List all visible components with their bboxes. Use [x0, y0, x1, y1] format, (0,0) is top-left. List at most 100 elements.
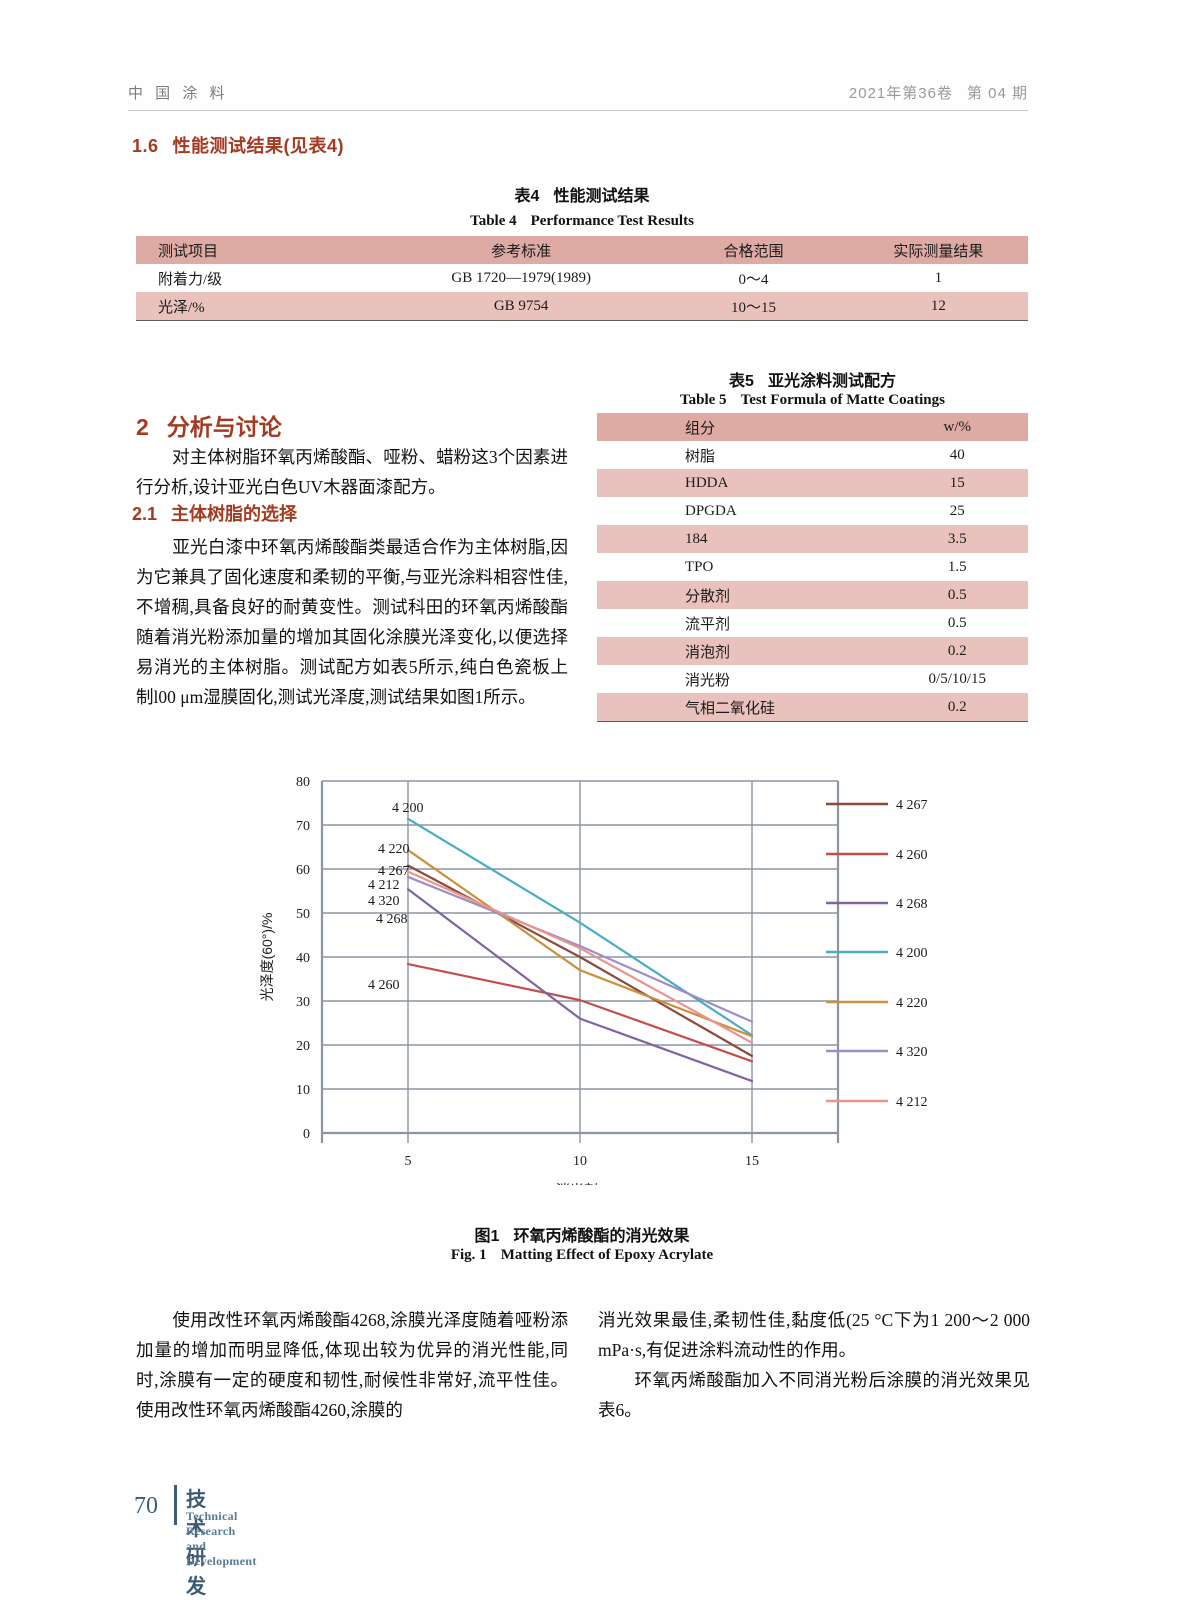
table5: 组分 w/% 树脂 40 HDDA 15 DPGDA 25 184 3.5 TPO 1.5…: [597, 413, 1028, 721]
table5-r8-c1: 0/5/10/15: [886, 665, 1028, 693]
legend-item-4320: 4 320: [826, 1045, 928, 1060]
table4-col-3: 实际测量结果: [848, 236, 1028, 264]
table5-r3-c1: 3.5: [886, 525, 1028, 553]
table5-r8-c0: 消光粉: [597, 665, 887, 693]
table4-col-1: 参考标准: [384, 236, 659, 264]
table-row: 消泡剂 0.2: [597, 637, 1028, 665]
paragraph-intro: 对主体树脂环氧丙烯酸酯、哑粉、蜡粉这3个因素进行分析,设计亚光白色UV木器面漆配…: [136, 442, 568, 502]
page-number: 70: [134, 1493, 158, 1519]
table4-caption-en: Table 4 Performance Test Results: [136, 213, 1028, 230]
table5-r1-c0: HDDA: [597, 469, 887, 497]
inline-series-label-4260: 4 260: [368, 978, 400, 993]
table4-r0-c2: 0～4: [658, 264, 849, 292]
heading-1-6-number: 1.6: [132, 136, 159, 156]
table5-r3-c0: 184: [597, 525, 887, 553]
legend-label-4200: 4 200: [896, 946, 928, 961]
table4-r0-c1: GB 1720—1979(1989): [384, 264, 659, 292]
y-axis-tick-label: 0: [303, 1127, 310, 1142]
table4-r1-c1: GB 9754: [384, 292, 659, 320]
table4-caption-cn: 表4 性能测试结果: [136, 182, 1028, 206]
y-axis-tick-label: 70: [296, 819, 310, 834]
figure1-caption-en: Fig. 1 Matting Effect of Epoxy Acrylate: [136, 1247, 1028, 1264]
table5-caption-cn-label: 表5: [729, 373, 754, 390]
table4-caption-en-label: Table 4: [470, 213, 517, 229]
paragraph-resin: 亚光白漆中环氧丙烯酸酯类最适合作为主体树脂,因为它兼具了固化速度和柔韧的平衡,与…: [136, 532, 568, 712]
paragraph-left-bottom: 使用改性环氧丙烯酸酯4268,涂膜光泽度随着哑粉添加量的增加而明显降低,体现出较…: [136, 1305, 568, 1425]
table4-r1-c2: 10～15: [658, 292, 849, 320]
footer-divider: [174, 1485, 177, 1525]
table5-caption-en-title: Test Formula of Matte Coatings: [740, 392, 945, 408]
table5-body: 树脂 40 HDDA 15 DPGDA 25 184 3.5 TPO 1.5 分散剂 0.5…: [597, 441, 1028, 721]
y-axis-tick-label: 80: [296, 775, 310, 790]
running-header: 中 国 涂 料 2021年第36卷第 04 期: [128, 82, 1028, 108]
legend-item-4220: 4 220: [826, 996, 928, 1011]
table5-r5-c1: 0.5: [886, 581, 1028, 609]
inline-series-label-4320: 4 320: [368, 894, 400, 909]
y-axis-tick-label: 10: [296, 1083, 310, 1098]
series-line-4260: [406, 962, 754, 1063]
table5-r0-c0: 树脂: [597, 441, 887, 469]
table5-col-1: w/%: [886, 413, 1028, 441]
table-row: 分散剂 0.5: [597, 581, 1028, 609]
table5-r6-c0: 流平剂: [597, 609, 887, 637]
paragraph-right-bottom-b-text: 环氧丙烯酸酯加入不同消光粉后涂膜的消光效果见表6。: [598, 1370, 1030, 1420]
y-axis-tick-label: 40: [296, 951, 310, 966]
issue-volume: 2021年第36卷: [848, 85, 953, 102]
table5-caption-cn-title: 亚光涂料测试配方: [767, 373, 896, 390]
table4: 测试项目 参考标准 合格范围 实际测量结果 附着力/级 GB 1720—1979…: [136, 236, 1028, 320]
legend-label-4220: 4 220: [896, 996, 928, 1011]
heading-2-1-number: 2.1: [132, 504, 158, 524]
table4-body: 附着力/级 GB 1720—1979(1989) 0～4 1 光泽/% GB 9…: [136, 264, 1028, 320]
table5-r4-c0: TPO: [597, 553, 887, 581]
inline-series-label-4267: 4 267: [378, 864, 410, 879]
table4-caption-cn-label: 表4: [514, 188, 540, 205]
y-axis-title: 光泽度(60°)/%: [259, 913, 275, 1002]
table5-r6-c1: 0.5: [886, 609, 1028, 637]
footer-section-en: Technical Research and Development: [186, 1509, 257, 1568]
legend-item-4267: 4 267: [826, 798, 928, 813]
table4-bottom-rule: [136, 320, 1028, 321]
figure1-caption-en-title: Matting Effect of Epoxy Acrylate: [500, 1247, 714, 1263]
x-axis-tick-label: 10: [573, 1154, 587, 1169]
table-row: 184 3.5: [597, 525, 1028, 553]
series-line-4268: [406, 888, 754, 1083]
legend-label-4260: 4 260: [896, 848, 928, 863]
table4-r1-c0: 光泽/%: [136, 292, 385, 320]
heading-2: 2 分析与讨论: [136, 408, 282, 442]
table4-header-row: 测试项目 参考标准 合格范围 实际测量结果: [136, 236, 1028, 264]
paragraph-right-bottom-a: 消光效果最佳,柔韧性佳,黏度低(25 °C下为1 200～2 000 mPa·s…: [598, 1305, 1030, 1365]
series-line-4200: [406, 817, 754, 1037]
figure1-caption-en-label: Fig. 1: [450, 1247, 487, 1263]
table4-col-2: 合格范围: [658, 236, 849, 264]
legend-item-4268: 4 268: [826, 897, 928, 912]
table-row: 流平剂 0.5: [597, 609, 1028, 637]
table5-r9-c0: 气相二氧化硅: [597, 693, 887, 721]
legend-label-4268: 4 268: [896, 897, 928, 912]
table4-r1-c3: 12: [848, 292, 1028, 320]
inline-series-label-4268: 4 268: [376, 912, 408, 927]
inline-series-label-4220: 4 220: [378, 842, 410, 857]
table5-r7-c0: 消泡剂: [597, 637, 887, 665]
paragraph-intro-text: 对主体树脂环氧丙烯酸酯、哑粉、蜡粉这3个因素进行分析,设计亚光白色UV木器面漆配…: [136, 447, 568, 497]
legend-item-4260: 4 260: [826, 848, 928, 863]
issue-info: 2021年第36卷第 04 期: [849, 82, 1028, 103]
table5-bottom-rule: [597, 721, 1028, 722]
table-row: HDDA 15: [597, 469, 1028, 497]
legend-label-4320: 4 320: [896, 1045, 928, 1060]
table5-r5-c0: 分散剂: [597, 581, 887, 609]
table5-header-row: 组分 w/%: [597, 413, 1028, 441]
issue-number: 第 04 期: [966, 85, 1028, 102]
heading-2-number: 2: [136, 414, 149, 440]
heading-2-title: 分析与讨论: [166, 414, 282, 440]
table-row: DPGDA 25: [597, 497, 1028, 525]
x-axis-tick-label: 5: [405, 1154, 412, 1169]
table5-r1-c1: 15: [886, 469, 1028, 497]
legend-label-4212: 4 212: [896, 1095, 928, 1110]
table5-r2-c0: DPGDA: [597, 497, 887, 525]
table-row: 消光粉 0/5/10/15: [597, 665, 1028, 693]
legend-label-4267: 4 267: [896, 798, 928, 813]
series-line-4320: [406, 875, 754, 1023]
legend-item-4212: 4 212: [826, 1095, 928, 1110]
y-axis-tick-label: 20: [296, 1039, 310, 1054]
